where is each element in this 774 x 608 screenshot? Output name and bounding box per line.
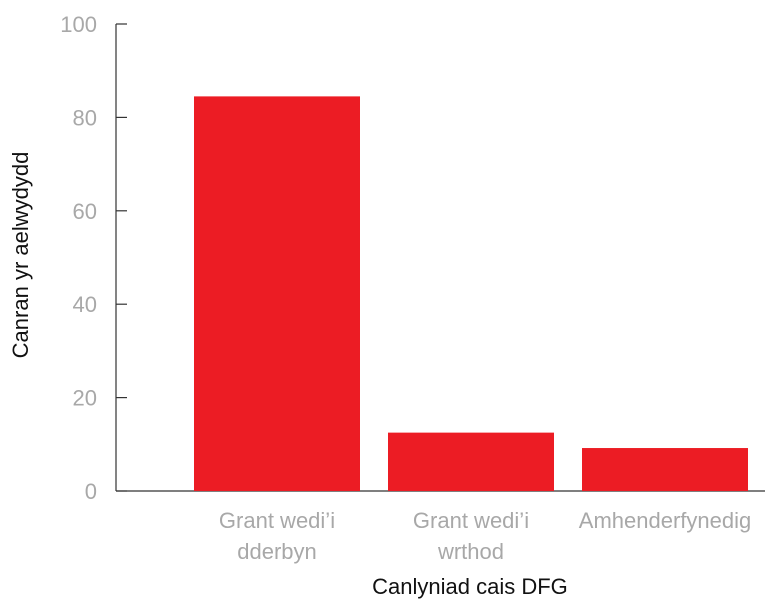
x-tick-label-line: Amhenderfynedig bbox=[579, 508, 751, 533]
y-tick-label: 20 bbox=[73, 386, 97, 411]
y-tick-label: 40 bbox=[73, 292, 97, 317]
y-tick-label: 0 bbox=[85, 479, 97, 504]
y-axis-title: Canran yr aelwydydd bbox=[8, 152, 33, 359]
bar bbox=[194, 96, 360, 491]
x-axis-title: Canlyniad cais DFG bbox=[372, 574, 568, 599]
x-tick-label: Grant wedi’i dderbyn bbox=[219, 508, 335, 564]
x-tick-label-line: Grant wedi’i bbox=[413, 508, 529, 533]
x-tick-label-line: Grant wedi’i bbox=[219, 508, 335, 533]
y-axis: 0 20 40 60 80 100 bbox=[60, 12, 127, 504]
bars bbox=[194, 96, 748, 491]
bar bbox=[582, 448, 748, 491]
x-tick-label: Amhenderfynedig bbox=[579, 508, 751, 533]
y-tick-label: 80 bbox=[73, 105, 97, 130]
x-tick-label: Grant wedi’i wrthod bbox=[413, 508, 529, 564]
x-axis: Grant wedi’i dderbyn Grant wedi’i wrthod Amh… bbox=[116, 480, 765, 564]
bar bbox=[388, 432, 554, 491]
x-tick-label-line: dderbyn bbox=[237, 539, 317, 564]
y-tick-label: 100 bbox=[60, 12, 97, 37]
y-tick-label: 60 bbox=[73, 199, 97, 224]
x-tick-label-line: wrthod bbox=[437, 539, 504, 564]
